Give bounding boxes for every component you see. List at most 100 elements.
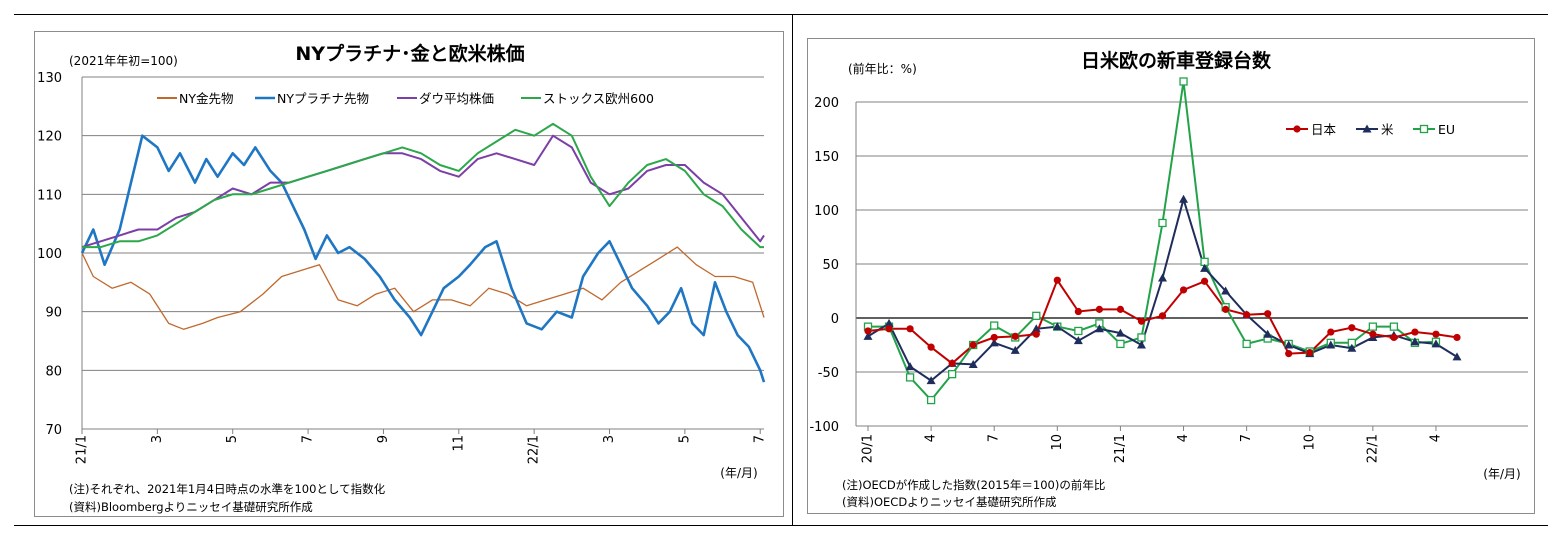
y-tick-label: 130 — [37, 71, 62, 86]
x-tick-label: 7 — [1239, 434, 1254, 442]
data-point-marker — [1243, 311, 1251, 319]
x-tick-label: 21/1 — [1113, 434, 1128, 463]
data-point-marker — [1158, 273, 1167, 282]
chart-source: (資料)Bloombergよりニッセイ基礎研究所作成 — [69, 500, 313, 514]
y-tick-label: 80 — [45, 364, 62, 379]
chart-title: 日米欧の新車登録台数 — [1081, 49, 1272, 72]
y-tick-label: 90 — [45, 306, 62, 321]
data-point-marker — [989, 338, 999, 347]
chart-note: (注)OECDが作成した指数(2015年＝100)の前年比 — [842, 478, 1105, 492]
data-point-marker — [1031, 324, 1041, 333]
data-point-marker — [1389, 322, 1399, 331]
data-point-marker — [1137, 317, 1146, 325]
y-tick-label: 150 — [814, 150, 839, 165]
data-point-marker — [1073, 336, 1083, 345]
data-point-marker — [927, 343, 935, 351]
data-point-marker — [1074, 307, 1082, 316]
chart-source: (資料)OECDよりニッセイ基礎研究所作成 — [842, 495, 1057, 509]
x-tick-label: 4 — [1428, 434, 1443, 442]
chart-panel-new-car-registrations: 日米欧の新車登録台数 (前年比：%) 200 150 100 50 0 -50 -100 20/1… — [807, 38, 1535, 514]
x-tick-label: 5 — [225, 435, 240, 443]
data-point-marker — [1200, 277, 1209, 285]
data-point-marker — [1390, 333, 1398, 342]
data-point-marker — [968, 359, 978, 368]
data-point-marker — [1116, 305, 1125, 313]
data-point-marker — [906, 325, 914, 333]
chart-panel-platinum-gold-stocks: NYプラチナ･金と欧米株価 (2021年年初=100) 130 120 110 100 90… — [34, 31, 784, 517]
data-point-marker — [1264, 310, 1272, 318]
x-tick-label: 7 — [301, 435, 316, 443]
data-point-marker — [1347, 343, 1357, 352]
y-tick-label: 70 — [45, 423, 62, 438]
chart-note: (注)それぞれ、2021年1月4日時点の水準を100として指数化 — [69, 482, 386, 496]
data-point-marker — [1200, 263, 1210, 272]
data-point-marker — [1115, 328, 1125, 337]
x-tick-label: 10 — [1050, 434, 1065, 451]
data-point-marker — [990, 321, 999, 330]
legend-label: NYプラチナ先物 — [277, 91, 369, 106]
series-line — [80, 134, 766, 383]
y-tick-label: -50 — [818, 366, 839, 381]
data-point-marker — [1137, 333, 1146, 342]
y-tick-label: 100 — [814, 204, 839, 219]
data-point-marker — [1431, 339, 1441, 348]
data-point-marker — [1411, 328, 1419, 336]
data-point-marker — [1306, 348, 1314, 357]
data-point-marker — [1432, 330, 1440, 338]
data-point-marker — [1221, 286, 1231, 295]
legend-label: ストックス欧州600 — [543, 91, 654, 106]
y-tick-label: 120 — [37, 130, 62, 145]
y-tick-label: 110 — [37, 188, 62, 203]
x-tick-label: 10 — [1302, 434, 1317, 451]
series-line — [868, 81, 1437, 402]
x-tick-label: 21/1 — [75, 435, 90, 464]
x-tick-label: 3 — [602, 435, 617, 443]
data-point-marker — [1074, 326, 1083, 336]
data-point-marker — [885, 325, 893, 333]
y-tick-label: 100 — [37, 247, 62, 262]
x-tick-label: 9 — [376, 435, 391, 443]
data-point-marker — [1410, 337, 1420, 346]
data-point-marker — [1158, 312, 1167, 320]
series-line — [867, 278, 1458, 365]
data-point-marker — [926, 376, 936, 385]
data-point-marker — [1293, 125, 1301, 133]
data-point-marker — [1263, 329, 1273, 338]
data-point-marker — [1179, 194, 1189, 203]
data-point-marker — [1179, 286, 1188, 294]
data-point-marker — [1032, 311, 1041, 320]
chart-svg-new-car-registrations: 日米欧の新車登録台数 (前年比：%) 200 150 100 50 0 -50 -100 20/1… — [809, 49, 1528, 509]
x-tick-label: 7 — [753, 435, 768, 443]
x-tick-label: 22/1 — [527, 435, 542, 464]
y-axis-unit-label: (2021年年初=100) — [69, 54, 178, 68]
data-point-marker — [864, 327, 872, 335]
chart-title: NYプラチナ･金と欧米株価 — [295, 42, 524, 65]
data-point-marker — [1326, 340, 1336, 349]
data-point-marker — [1284, 340, 1294, 349]
data-point-marker — [1348, 324, 1356, 332]
x-tick-label: 3 — [150, 435, 165, 443]
data-point-marker — [1053, 276, 1061, 284]
data-point-marker — [1032, 330, 1040, 338]
x-tick-label: 5 — [677, 435, 692, 443]
series-line — [82, 122, 764, 249]
data-point-marker — [969, 341, 977, 349]
y-tick-label: 200 — [814, 96, 839, 111]
data-point-marker — [905, 373, 915, 382]
data-point-marker — [1158, 218, 1167, 228]
data-point-marker — [1362, 124, 1372, 133]
data-point-marker — [863, 331, 873, 340]
data-point-marker — [1136, 340, 1146, 349]
data-point-marker — [1285, 350, 1293, 358]
x-axis-unit-label: (年/月) — [720, 466, 757, 480]
data-point-marker — [1179, 77, 1188, 86]
data-point-marker — [1452, 352, 1462, 361]
x-axis-unit-label: (年/月) — [1483, 467, 1520, 481]
data-point-marker — [1095, 305, 1103, 313]
x-tick-label: 20/1 — [861, 434, 876, 463]
data-point-marker — [1369, 330, 1377, 338]
y-tick-label: -100 — [809, 420, 839, 435]
y-tick-label: 50 — [822, 258, 839, 273]
outer-frame — [14, 14, 1548, 526]
y-axis-unit-label: (前年比：%) — [848, 61, 917, 76]
